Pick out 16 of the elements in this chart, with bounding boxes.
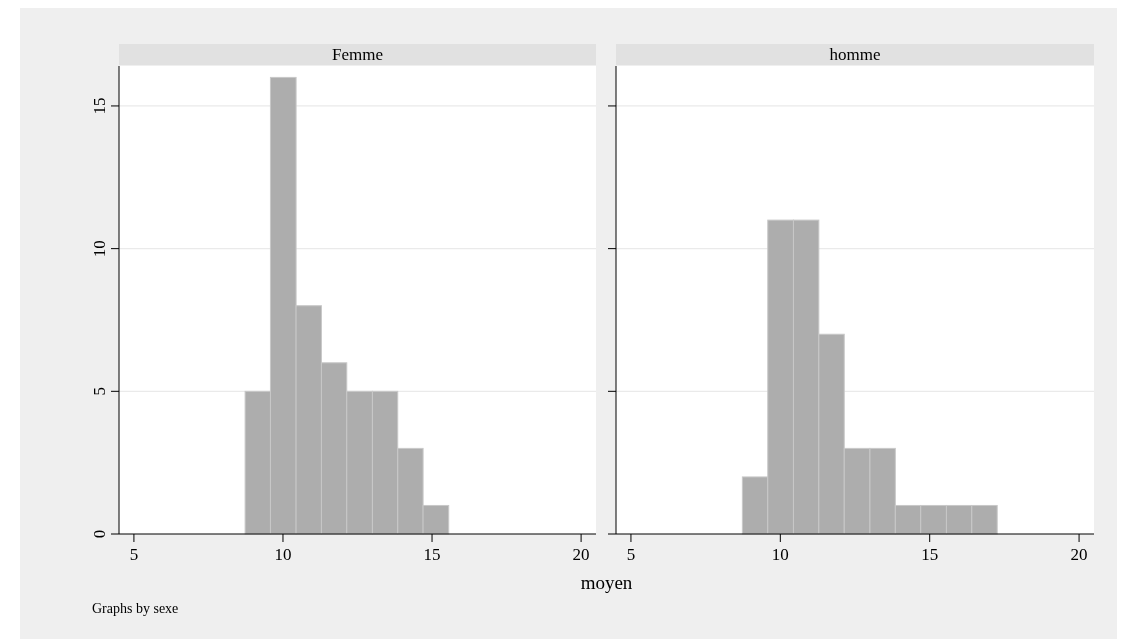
x-tick-label: 20 bbox=[572, 545, 590, 564]
x-tick-label: 15 bbox=[921, 545, 939, 564]
y-tick-label: 10 bbox=[90, 240, 109, 258]
y-tick-label: 15 bbox=[90, 97, 109, 115]
text: Graphs by sexe bbox=[92, 601, 179, 616]
x-tick-label: 15 bbox=[423, 545, 441, 564]
x-tick-label: 10 bbox=[771, 545, 789, 564]
chart-title: homme bbox=[829, 45, 881, 64]
x-tick-label: 10 bbox=[274, 545, 292, 564]
y-tick-label: 5 bbox=[90, 387, 109, 396]
x-tick-label: 20 bbox=[1070, 545, 1088, 564]
chart-title: Femme bbox=[332, 45, 383, 64]
x-tick-label: 5 bbox=[626, 545, 636, 564]
y-tick-label: 0 bbox=[90, 529, 109, 539]
x-tick-label: 5 bbox=[129, 545, 139, 564]
x-axis-title: moyen bbox=[580, 572, 633, 593]
